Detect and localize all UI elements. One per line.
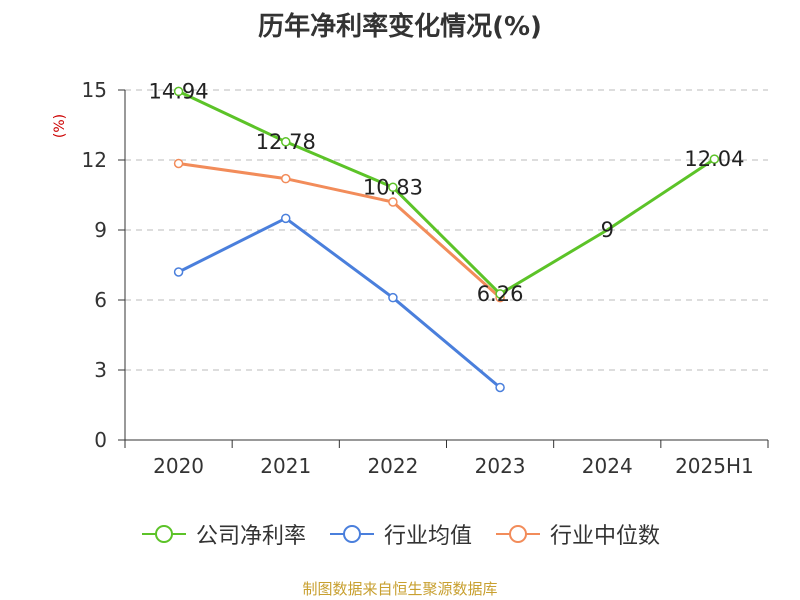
x-tick-label: 2021	[260, 454, 311, 478]
data-label: 9	[601, 218, 614, 242]
legend: 公司净利率 行业均值 行业中位数	[0, 518, 800, 550]
legend-label-industry-median: 行业中位数	[550, 524, 661, 549]
y-tick-label: 15	[82, 78, 107, 102]
axes: 0 3 6 9 12 15 2020 2021 2022 2023 2024 2025H1	[82, 78, 769, 478]
y-tick-label: 12	[82, 148, 107, 172]
y-axis-label: (%)	[52, 114, 68, 138]
legend-label-company: 公司净利率	[195, 524, 306, 549]
data-point[interactable]	[495, 382, 505, 393]
data-label: 10.83	[363, 175, 423, 199]
legend-item-industry-mean[interactable]: 行业均值	[328, 518, 472, 550]
legend-line-marker-icon	[141, 525, 186, 543]
y-tick-label: 0	[94, 428, 107, 452]
data-point[interactable]	[388, 292, 398, 303]
x-tick-label: 2022	[367, 454, 418, 478]
data-point[interactable]	[281, 213, 291, 224]
data-point[interactable]	[173, 158, 184, 169]
y-tick-label: 3	[94, 358, 107, 382]
data-label: 14.94	[149, 79, 209, 103]
data-point[interactable]	[173, 86, 184, 97]
legend-label-industry-mean: 行业均值	[383, 524, 472, 549]
chart-title: 历年净利率变化情况(%)	[258, 12, 542, 42]
data-labels: 14.94 12.78 10.83 6.26 9 12.04	[149, 79, 745, 306]
legend-line-marker-icon	[329, 525, 374, 543]
y-tick-label: 9	[94, 218, 107, 242]
data-point[interactable]	[388, 197, 398, 207]
x-tick-label: 2020	[153, 454, 204, 478]
data-point[interactable]	[388, 182, 398, 193]
data-point[interactable]	[281, 173, 291, 184]
series-lines	[173, 86, 720, 393]
data-point[interactable]	[709, 154, 720, 164]
x-tick-label: 2024	[582, 454, 633, 478]
data-label: 12.78	[256, 130, 316, 154]
legend-item-industry-median[interactable]: 行业中位数	[494, 518, 660, 550]
data-point[interactable]	[281, 137, 291, 147]
x-tick-label: 2023	[475, 454, 526, 478]
series-line-1	[177, 216, 502, 389]
y-tick-label: 6	[94, 288, 107, 312]
legend-item-company[interactable]: 公司净利率	[140, 518, 306, 550]
legend-line-marker-icon	[496, 525, 540, 543]
data-point[interactable]	[173, 267, 184, 277]
gridlines	[125, 89, 768, 371]
series-line-0	[177, 90, 716, 296]
data-label: 6.26	[477, 282, 524, 306]
data-point[interactable]	[495, 289, 505, 299]
source-note: 制图数据来自恒生聚源数据库	[302, 580, 498, 598]
x-tick-label: 2025H1	[675, 454, 754, 478]
data-label: 12.04	[684, 147, 744, 171]
series-line-2	[178, 162, 502, 299]
